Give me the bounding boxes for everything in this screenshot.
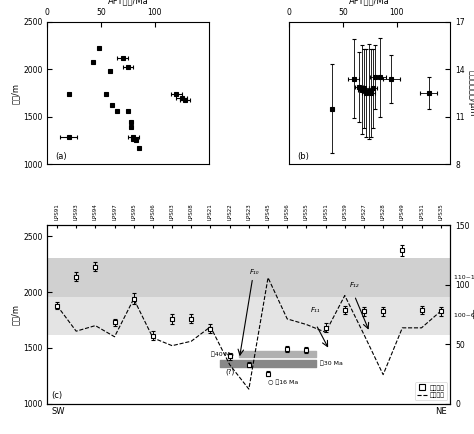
X-axis label: AFT年龄/Ma: AFT年龄/Ma: [108, 0, 148, 6]
Text: 110~140 Ma: 110~140 Ma: [454, 275, 474, 279]
Legend: 样品年龄, 样品高程: 样品年龄, 样品高程: [415, 382, 447, 401]
Text: (a): (a): [55, 151, 67, 161]
Text: (c): (c): [51, 391, 63, 400]
Text: 到30 Ma: 到30 Ma: [320, 361, 343, 366]
Text: F₁₁: F₁₁: [311, 307, 321, 313]
Text: (b): (b): [297, 151, 309, 161]
Text: (?): (?): [225, 368, 234, 375]
Bar: [47, 258, 450, 297]
Y-axis label: 海拔/m: 海拔/m: [11, 304, 20, 325]
X-axis label: AFT年龄/Ma: AFT年龄/Ma: [349, 0, 390, 6]
Text: 到40 Ma: 到40 Ma: [210, 351, 234, 357]
Y-axis label: AFT年龄/Ma: AFT年龄/Ma: [473, 294, 474, 335]
Text: ○ 到16 Ma: ○ 到16 Ma: [268, 379, 298, 385]
Y-axis label: 平均径迹长度/μm: 平均径迹长度/μm: [467, 70, 474, 116]
Bar: [47, 297, 450, 335]
Text: F₁₀: F₁₀: [250, 269, 259, 275]
Text: NE: NE: [435, 408, 446, 416]
Text: 100~60 Ma: 100~60 Ma: [454, 313, 474, 318]
Text: SW: SW: [51, 408, 65, 416]
Y-axis label: 海拔/m: 海拔/m: [11, 82, 20, 104]
Text: F₁₂: F₁₂: [350, 282, 359, 288]
